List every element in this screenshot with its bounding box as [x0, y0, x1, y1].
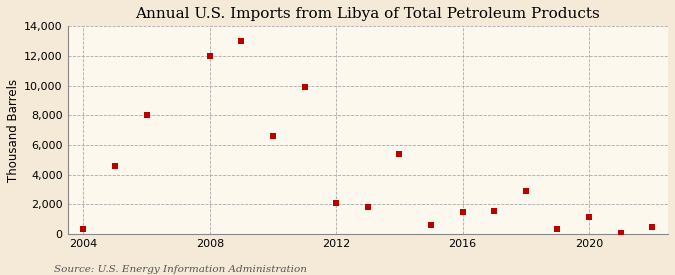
Point [78, 227, 89, 232]
Point [331, 200, 342, 205]
Point [647, 224, 657, 229]
Point [426, 223, 437, 227]
Point [520, 189, 531, 193]
Text: Source: U.S. Energy Information Administration: Source: U.S. Energy Information Administ… [54, 265, 307, 274]
Title: Annual U.S. Imports from Libya of Total Petroleum Products: Annual U.S. Imports from Libya of Total … [136, 7, 600, 21]
Point [141, 113, 152, 117]
Point [394, 152, 405, 156]
Point [267, 134, 278, 138]
Point [236, 39, 247, 43]
Point [299, 85, 310, 89]
Point [362, 204, 373, 209]
Point [615, 231, 626, 235]
Point [552, 227, 563, 231]
Y-axis label: Thousand Barrels: Thousand Barrels [7, 79, 20, 182]
Point [489, 209, 500, 213]
Point [109, 164, 120, 168]
Point [457, 210, 468, 214]
Point [205, 54, 215, 58]
Point [584, 215, 595, 219]
